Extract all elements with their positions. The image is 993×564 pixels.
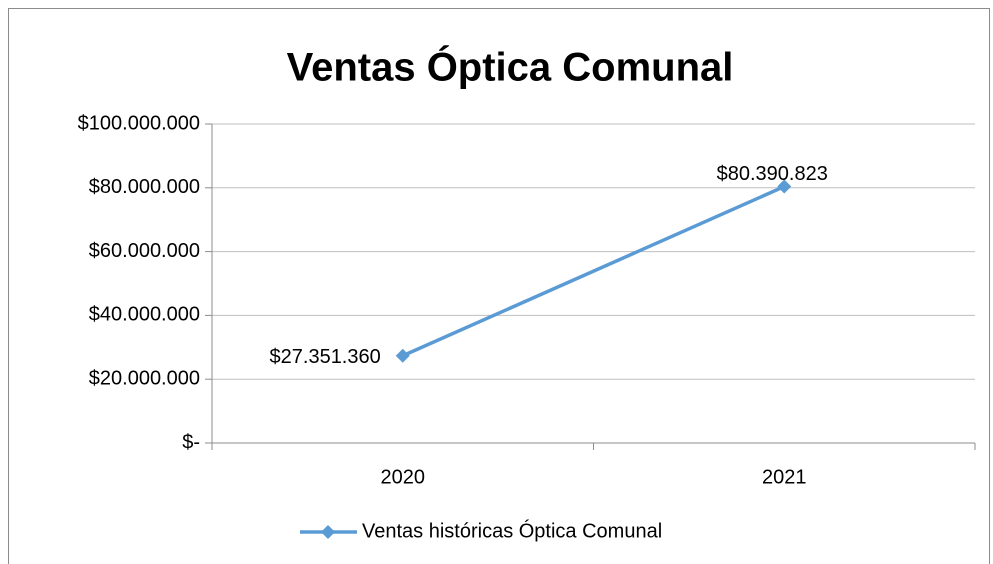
y-tick-label: $40.000.000	[89, 304, 200, 326]
x-tick-label: 2020	[381, 466, 426, 488]
y-tick-label: $100.000.000	[78, 112, 200, 134]
legend-label: Ventas históricas Óptica Comunal	[362, 519, 662, 542]
y-tick-label: $60.000.000	[89, 240, 200, 262]
y-tick-label: $-	[182, 431, 200, 453]
line	[402, 184, 785, 358]
data-label: $80.390.823	[717, 163, 828, 185]
x-tick-label: 2021	[762, 466, 807, 488]
data-label: $27.351.360	[270, 346, 381, 368]
marker	[395, 348, 410, 363]
y-tick-label: $20.000.000	[89, 367, 200, 389]
chart-title: Ventas Óptica Comunal	[287, 44, 734, 90]
y-tick-label: $80.000.000	[89, 176, 200, 198]
marker	[777, 179, 792, 194]
chart-border	[8, 8, 990, 564]
legend-marker	[321, 525, 335, 539]
